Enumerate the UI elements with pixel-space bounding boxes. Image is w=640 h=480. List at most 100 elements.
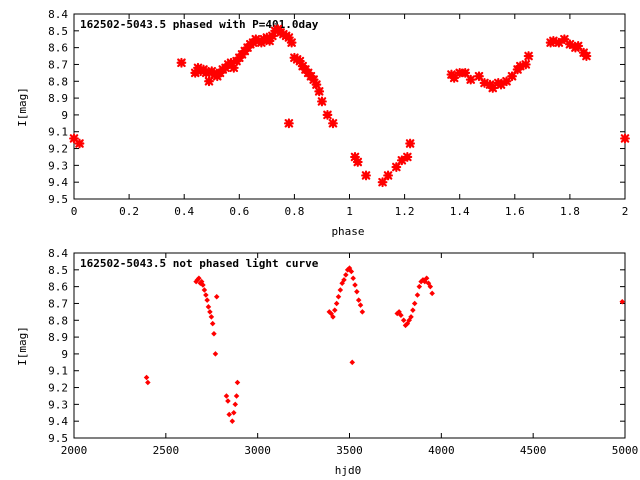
data-point (423, 275, 430, 281)
data-point (211, 330, 217, 337)
data-point (145, 379, 151, 386)
data-point (201, 67, 212, 78)
data-point (204, 297, 210, 303)
x-tick-label: 0.6 (229, 205, 249, 218)
y-tick-label: 8.8 (48, 314, 68, 327)
data-point (228, 62, 239, 73)
y-tick-label: 8.5 (48, 264, 68, 277)
data-point (460, 67, 471, 78)
data-point (411, 300, 418, 307)
chart-title: 162502-5043.5 not phased light curve (80, 257, 319, 270)
data-point (501, 76, 512, 87)
data-point (232, 401, 239, 408)
data-point (346, 265, 353, 271)
data-point (267, 30, 278, 41)
x-tick-label: 2 (622, 205, 629, 218)
data-point (209, 320, 216, 327)
axis-ticks: 0 0.2 0.4 0.6 0.8 1 1.2 1.4 1.6 1.8 2 8.4 8.5 8.6 8.7 8… (48, 8, 628, 218)
data-point (396, 155, 407, 166)
data-point (332, 307, 338, 313)
data-point (553, 37, 564, 48)
y-tick-label: 8.7 (48, 297, 68, 310)
y-tick-label: 9.4 (48, 415, 68, 428)
data-point (343, 272, 349, 278)
data-point (295, 56, 305, 66)
data-point (357, 302, 364, 308)
y-tick-label: 8.6 (48, 281, 68, 294)
data-point (402, 152, 413, 162)
y-axis-label: I[mag] (16, 87, 29, 127)
y-axis-label: I[mag] (16, 326, 29, 366)
data-point (573, 41, 584, 51)
chart-title: 162502-5043.5 phased with P=401.0day (80, 18, 319, 31)
data-point (200, 282, 206, 288)
data-point (341, 277, 347, 283)
data-point (308, 74, 319, 85)
data-point (352, 157, 363, 167)
unphased-light-curve-panel: 162502-5043.5 not phased light curve hjd… (16, 247, 638, 477)
data-point (425, 280, 432, 287)
x-tick-label: 3000 (244, 444, 271, 457)
data-point (377, 177, 388, 188)
data-point (408, 314, 414, 320)
data-point (212, 351, 219, 357)
phased-light-curve-panel: 162502-5043.5 phased with P=401.0day pha… (16, 8, 630, 238)
data-point (190, 67, 201, 78)
y-tick-label: 9 (61, 348, 68, 361)
data-point (581, 51, 592, 61)
y-tick-label: 8.7 (48, 58, 68, 71)
data-point (223, 393, 230, 399)
data-point (454, 67, 465, 78)
x-tick-label: 4500 (520, 444, 547, 457)
data-point (201, 287, 208, 293)
y-tick-label: 9 (61, 109, 68, 122)
x-tick-label: 2000 (61, 444, 88, 457)
data-point (337, 287, 344, 293)
data-point (176, 57, 187, 68)
data-point (416, 283, 423, 290)
data-point (383, 170, 393, 181)
y-tick-label: 8.4 (48, 8, 68, 21)
data-point (328, 118, 338, 129)
data-points (143, 265, 626, 424)
x-axis-label: phase (331, 225, 364, 238)
data-point (520, 59, 531, 70)
data-point (330, 314, 336, 320)
data-point (234, 379, 241, 386)
data-point (404, 320, 411, 327)
x-tick-label: 1.6 (505, 205, 525, 218)
data-point (333, 300, 340, 307)
data-point (350, 275, 356, 281)
x-tick-label: 1.2 (395, 205, 415, 218)
data-point (449, 73, 460, 83)
x-axis-label: hjd0 (335, 464, 362, 477)
data-point (74, 138, 85, 149)
data-point (400, 317, 407, 324)
y-tick-label: 9.3 (48, 398, 68, 411)
x-tick-label: 1.8 (560, 205, 580, 218)
data-point (355, 297, 362, 303)
y-tick-label: 8.6 (48, 42, 68, 55)
x-tick-label: 3500 (336, 444, 363, 457)
data-point (354, 288, 360, 295)
data-point (231, 410, 237, 416)
x-tick-label: 5000 (612, 444, 639, 457)
data-point (283, 32, 294, 43)
data-point (391, 162, 402, 172)
data-point (427, 283, 434, 290)
data-point (225, 398, 231, 404)
y-tick-label: 8.5 (48, 25, 68, 38)
data-point (143, 374, 150, 381)
data-point (422, 278, 428, 285)
axis-ticks: 2000 2500 3000 3500 4000 4500 5000 8.4 8.5 8.6 8.7… (48, 247, 638, 457)
data-point (203, 292, 209, 298)
y-tick-label: 9.3 (48, 159, 68, 172)
x-tick-label: 0 (71, 205, 78, 218)
data-point (207, 309, 213, 315)
y-tick-label: 9.1 (48, 126, 68, 139)
data-point (414, 292, 421, 298)
data-point (322, 110, 333, 120)
data-point (264, 36, 275, 46)
y-tick-label: 8.9 (48, 92, 68, 105)
